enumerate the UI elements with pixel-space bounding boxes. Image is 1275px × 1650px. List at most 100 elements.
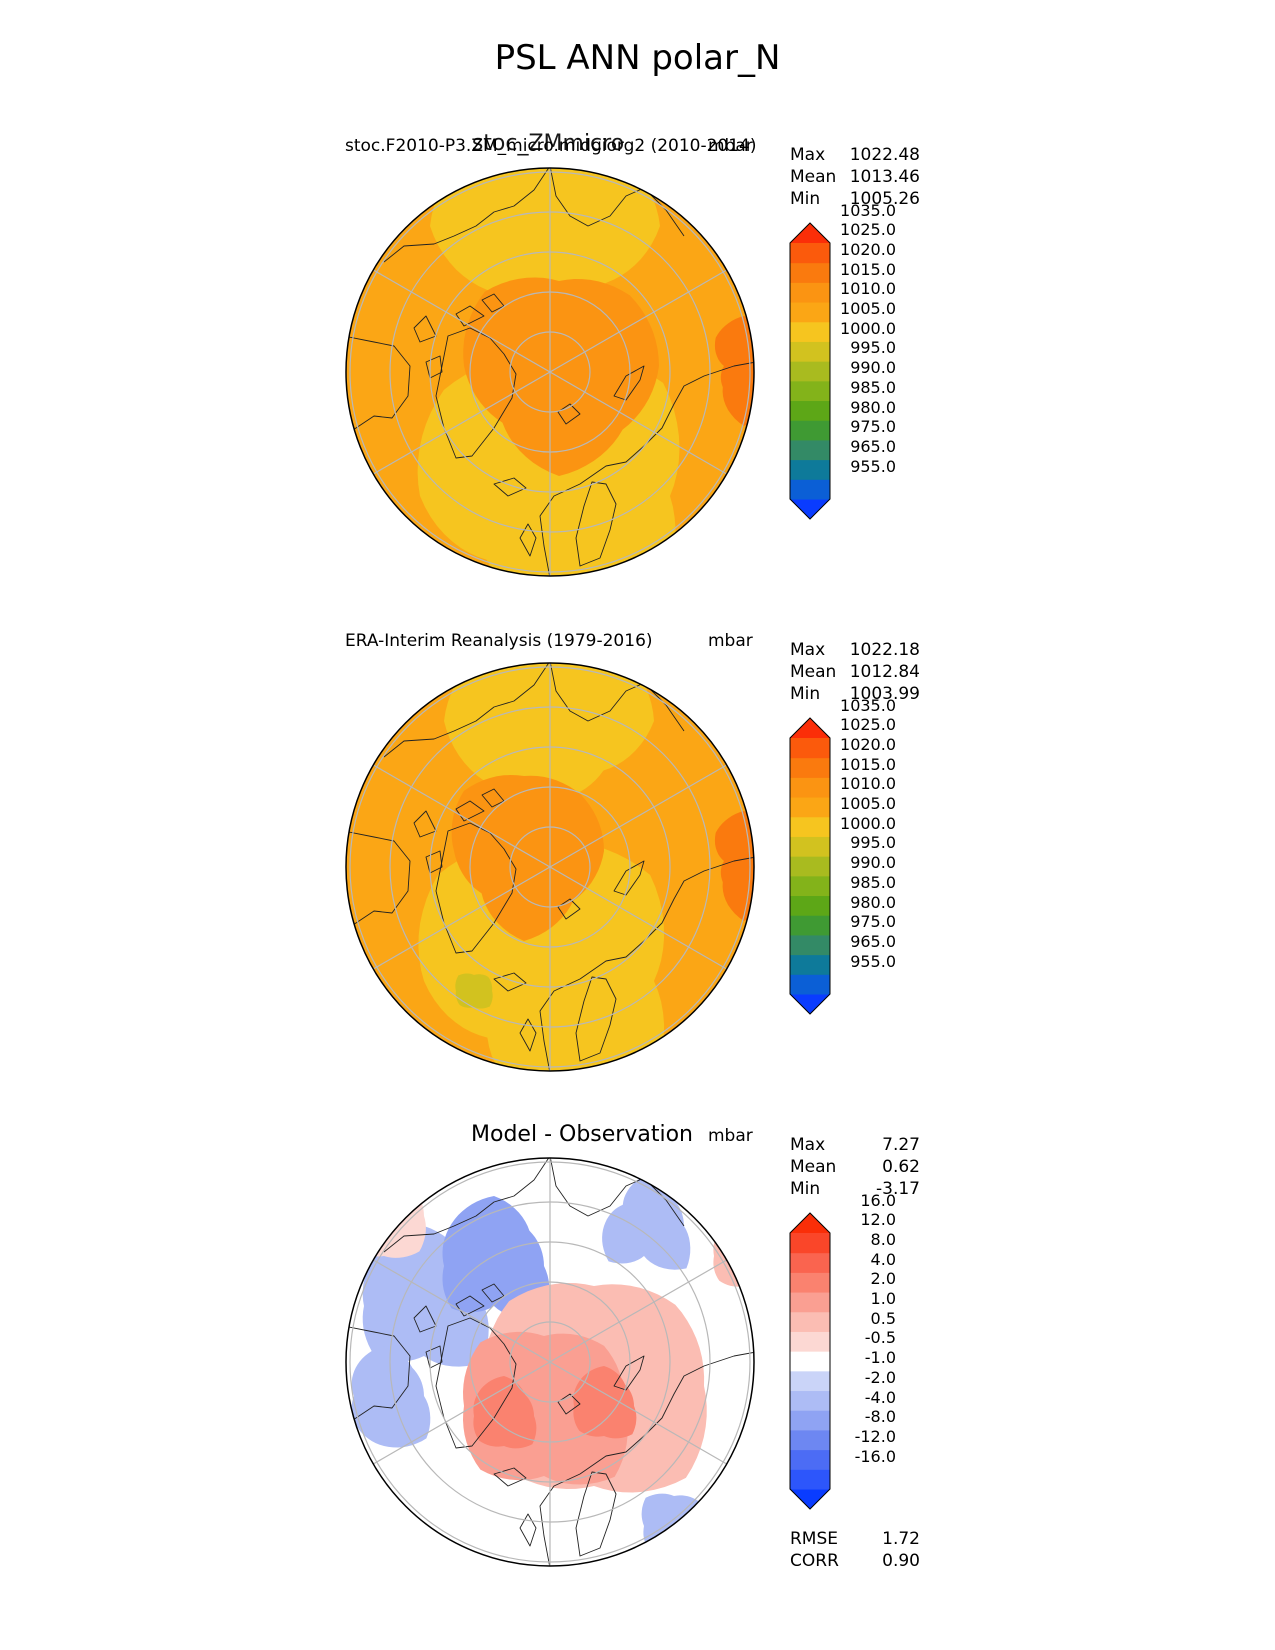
stat-value: 1012.84 <box>849 662 920 682</box>
colorbar-band <box>790 1331 830 1352</box>
coastline-alaska <box>383 1158 551 1253</box>
colorbar-tick-label: 980.0 <box>850 892 896 912</box>
colorbar-band <box>790 915 830 936</box>
colorbar-tick-label: 1035.0 <box>840 695 896 715</box>
colorbar-tick-label: -12.0 <box>854 1426 896 1446</box>
panel-2-units: mbar <box>708 631 753 651</box>
colorbar-tick-label: 16.0 <box>860 1190 896 1210</box>
metric-corr: CORR 0.90 <box>790 1550 920 1572</box>
coastline-iceland <box>493 1467 527 1487</box>
colorbar-band <box>790 934 830 956</box>
stat-label: Max <box>790 145 826 165</box>
coastline-british-isles <box>519 523 537 557</box>
metric-value: 0.90 <box>882 1551 920 1571</box>
colorbar-band <box>790 361 830 382</box>
coastline-scandinavia <box>575 481 617 567</box>
colorbar-band <box>790 1252 830 1273</box>
stat-label: Min <box>790 189 821 209</box>
colorbar-tick-label: 1025.0 <box>840 715 896 735</box>
colorbar-tick-label: 1005.0 <box>840 299 896 319</box>
colorbar-tick-label: 990.0 <box>850 853 896 873</box>
graticule-meridian <box>373 269 551 373</box>
colorbar-band <box>790 797 830 818</box>
colorbar-band <box>790 1469 830 1490</box>
colorbar-tick-label: 1020.0 <box>840 735 896 754</box>
coastline-bering <box>549 663 685 732</box>
colorbar-tick-label: -2.0 <box>864 1367 896 1387</box>
colorbar-tick-label: -0.5 <box>864 1328 896 1348</box>
colorbar-band <box>790 282 830 303</box>
field-contour <box>455 973 493 1009</box>
coastline-svalbard <box>557 898 581 920</box>
coastline-bering <box>549 168 685 237</box>
colorbar-tick-label: 1010.0 <box>840 774 896 794</box>
coastline-island <box>413 810 437 838</box>
colorbar-tick-label: 1000.0 <box>840 813 896 833</box>
colorbar-tick-label: 1010.0 <box>840 279 896 299</box>
colorbar-band <box>790 302 830 323</box>
colorbar-band <box>790 262 830 283</box>
coastline-eurasia <box>539 361 754 576</box>
colorbar-tick-label: 4.0 <box>870 1249 896 1269</box>
coastline-novaya-zemlya <box>613 860 645 896</box>
coastline-north-america <box>346 830 411 932</box>
stat-value: 1005.26 <box>849 189 920 209</box>
stat-label: Max <box>790 1135 826 1155</box>
graticule-meridian <box>549 269 727 373</box>
coastline-novaya-zemlya <box>613 1355 645 1391</box>
field-contour <box>714 811 754 921</box>
stat-max: Max 1022.18 <box>790 639 920 661</box>
coastline-island <box>455 305 485 327</box>
field-contour <box>346 1166 426 1258</box>
colorbar-extend-min <box>790 499 830 519</box>
colorbar-band <box>790 836 830 857</box>
colorbar-band <box>790 420 830 441</box>
panel-3-metrics: RMSE 1.72 CORR 0.90 <box>790 1528 920 1572</box>
metric-value: 1.72 <box>882 1529 920 1549</box>
colorbar-tick-label: -8.0 <box>864 1407 896 1427</box>
stat-label: Min <box>790 1179 821 1199</box>
colorbar-tick-label: 995.0 <box>850 338 896 358</box>
colorbar-tick-label: 1.0 <box>870 1289 896 1309</box>
stat-label: Min <box>790 684 821 704</box>
coastline-island <box>413 1305 437 1333</box>
coastline-iceland <box>493 477 527 497</box>
coastline-eurasia <box>539 856 754 1071</box>
coastline-eurasia <box>539 1351 754 1566</box>
field-contour <box>473 1376 537 1449</box>
map-boundary <box>345 1157 755 1567</box>
stat-value: -3.17 <box>876 1179 920 1199</box>
colorbar-band <box>790 738 830 759</box>
colorbar-band <box>790 757 830 778</box>
colorbar-tick-label: 1000.0 <box>840 318 896 338</box>
panel-1-units: mbar <box>708 136 753 156</box>
colorbar-tick-label: 965.0 <box>850 931 896 951</box>
stat-value: 0.62 <box>882 1157 920 1177</box>
stat-value: 1022.48 <box>849 145 920 165</box>
colorbar-band <box>790 1351 830 1372</box>
coastline-scandinavia <box>575 976 617 1062</box>
colorbar-outline <box>789 1212 831 1510</box>
panel-2-polar-map <box>345 662 755 1072</box>
field-contour <box>463 277 659 476</box>
stat-label: Mean <box>790 167 837 187</box>
colorbar-band <box>790 1272 830 1293</box>
stat-label: Mean <box>790 662 837 682</box>
colorbar-tick-label: -16.0 <box>854 1446 896 1466</box>
figure-title: PSL ANN polar_N <box>494 38 781 78</box>
stat-max: Max 1022.48 <box>790 144 920 166</box>
panel-3-stats: Max 7.27 Mean 0.62 Min -3.17 <box>790 1134 920 1200</box>
panel-1-colorbar-labels: 955.0 965.0 975.0 980.0 985.0 990.0 995.0 1000.… <box>826 201 896 519</box>
colorbar-band <box>790 954 830 975</box>
colorbar-tick-label: 985.0 <box>850 872 896 892</box>
field-contour <box>451 775 604 941</box>
metric-label: CORR <box>790 1551 839 1571</box>
field-contour <box>463 1331 628 1485</box>
graticule-meridian <box>373 1259 551 1363</box>
stat-min: Min -3.17 <box>790 1178 920 1200</box>
coastline-island <box>413 315 437 343</box>
stat-min: Min 1003.99 <box>790 683 920 705</box>
stat-value: 1022.18 <box>849 640 920 660</box>
colorbar-band <box>790 1410 830 1431</box>
colorbar-extend-min <box>790 994 830 1014</box>
